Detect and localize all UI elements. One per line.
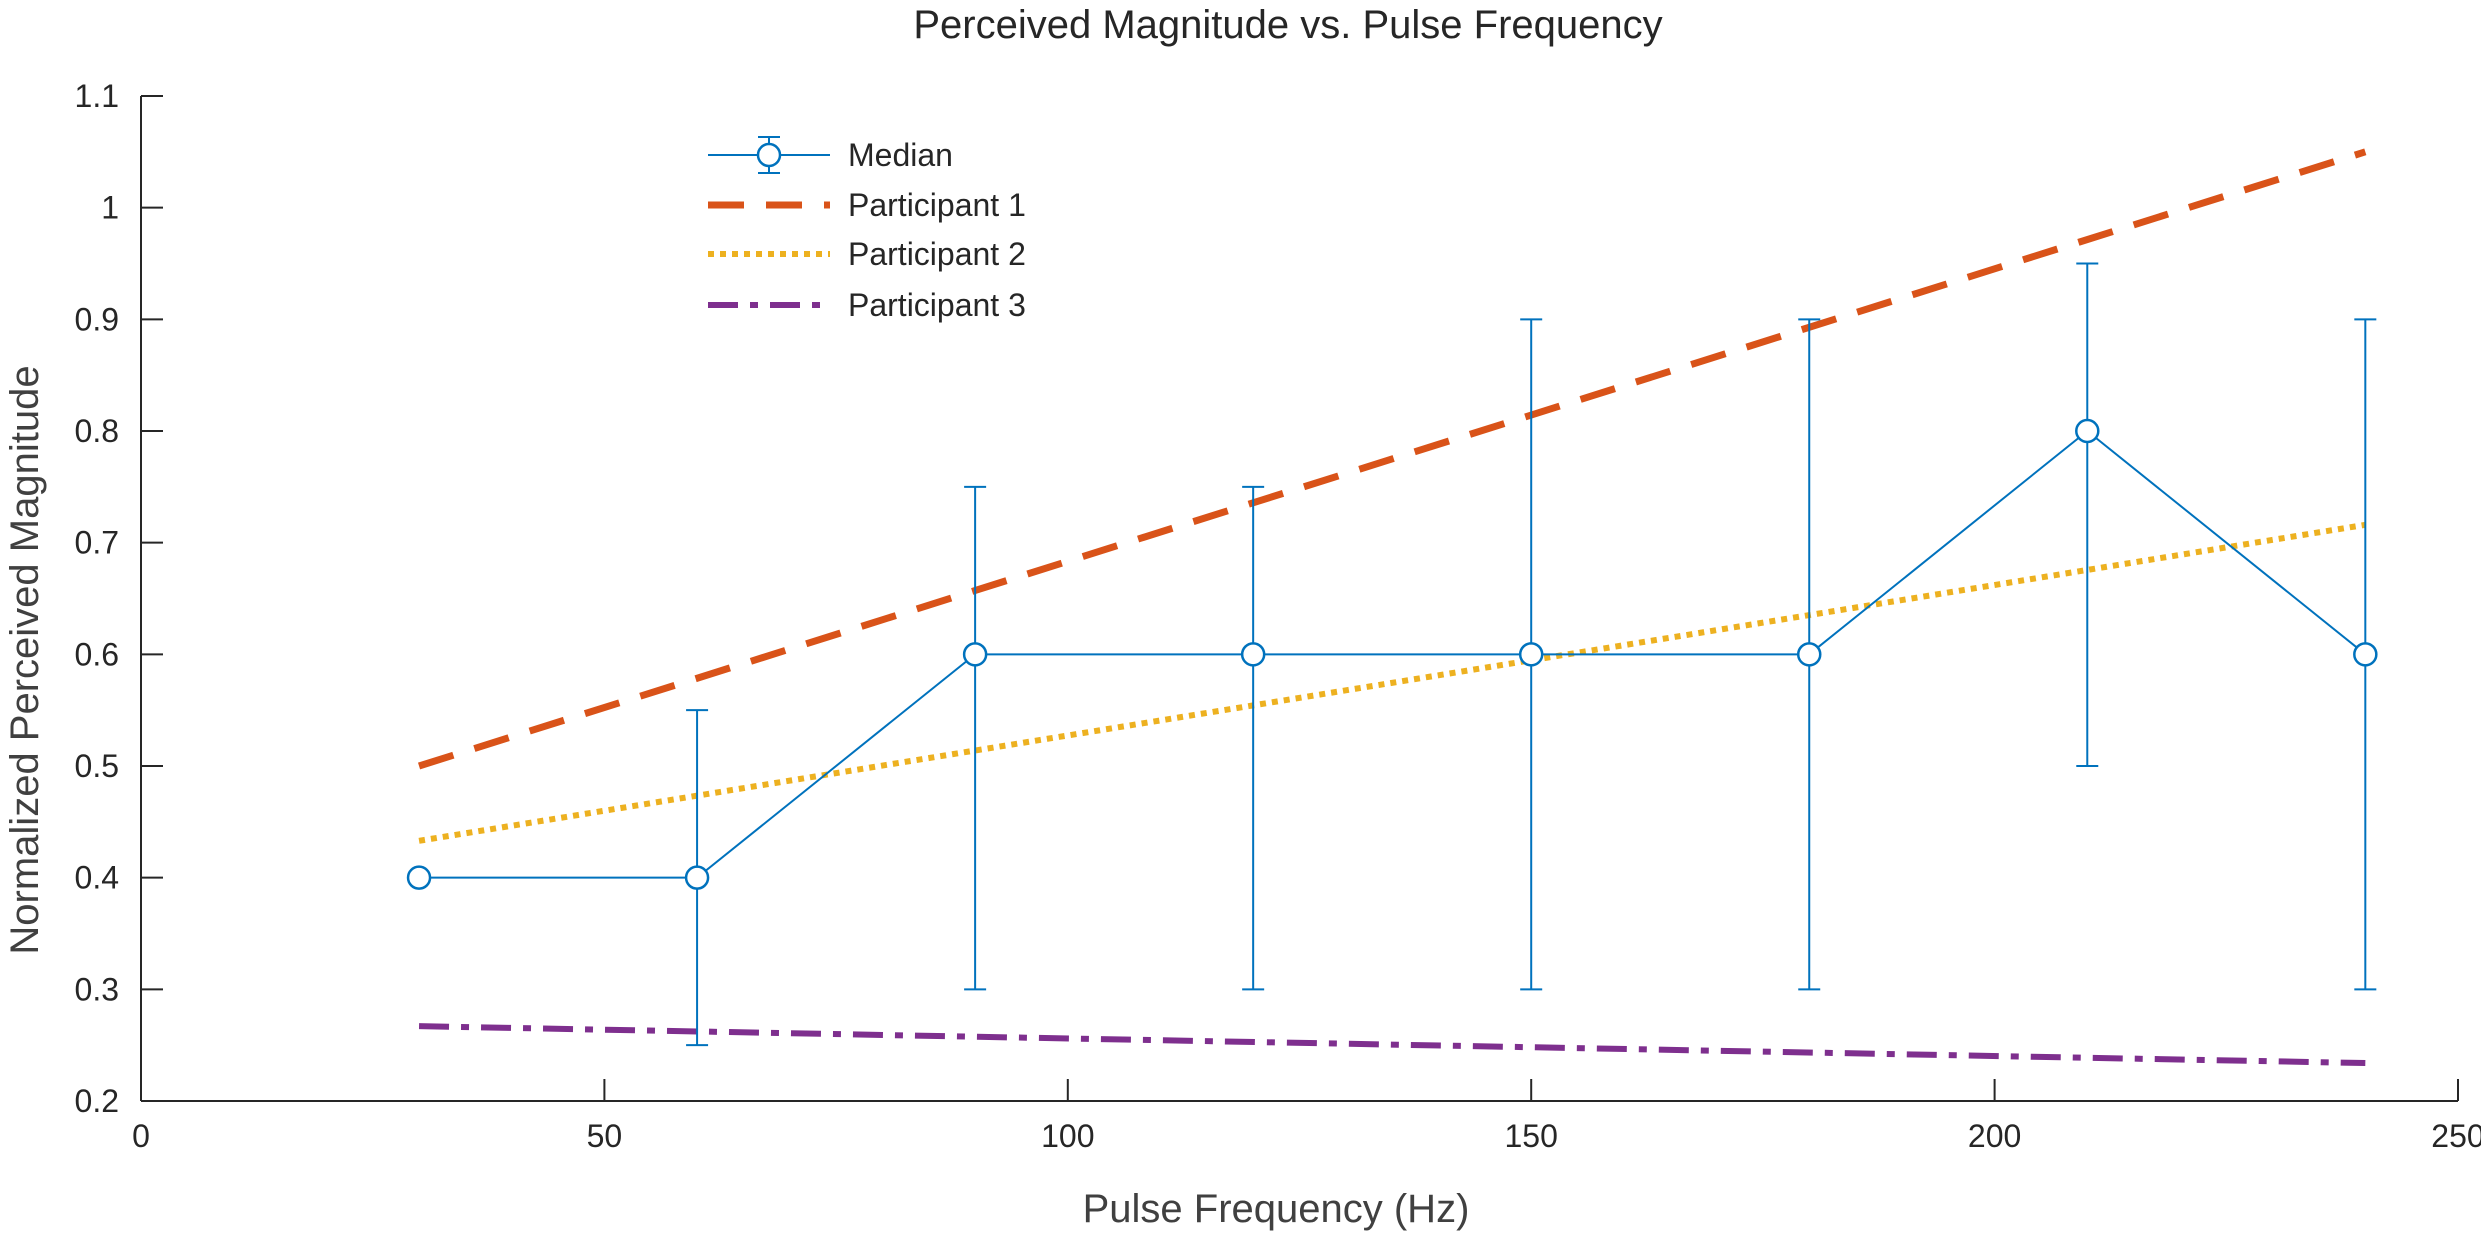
series-line-3 — [418, 1023, 2366, 1067]
x-tick-label: 200 — [1968, 1118, 2021, 1154]
x-tick-label: 0 — [132, 1118, 150, 1154]
y-tick-label: 0.9 — [75, 301, 119, 337]
series-line-1 — [417, 148, 2367, 770]
median-point — [1240, 642, 1266, 667]
median-point — [962, 642, 988, 667]
median-point — [406, 865, 432, 890]
y-tick-label: 0.8 — [75, 413, 119, 449]
chart-title: Perceived Magnitude vs. Pulse Frequency — [913, 3, 1662, 47]
legend-label: Median — [848, 137, 953, 173]
median-line — [419, 429, 2366, 879]
series-line-2 — [418, 521, 2366, 844]
legend-label: Participant 3 — [848, 287, 1026, 323]
y-tick-label: 1.1 — [75, 78, 119, 114]
y-tick-label: 0.4 — [75, 860, 119, 896]
y-tick-label: 1 — [101, 190, 119, 226]
median-point — [2075, 418, 2100, 444]
y-tick-label: 0.2 — [75, 1083, 119, 1119]
legend-swatch-marker — [756, 142, 782, 168]
y-tick-label: 0.7 — [75, 525, 119, 561]
x-tick-label: 250 — [2431, 1118, 2481, 1154]
x-tick-label: 150 — [1505, 1118, 1558, 1154]
y-axis-label: Normalized Perceived Magnitude — [3, 365, 47, 954]
legend: Median Participant 1 Participant 2 Particip… — [708, 136, 1026, 323]
median-point — [684, 865, 710, 890]
plot-area: 0 50 100 150 200 250 0.2 0.3 0.4 0.5 0.6 0.7 0.8 0.9 1… — [75, 78, 2481, 1154]
median-point — [1796, 642, 1822, 667]
legend-label: Participant 2 — [848, 236, 1026, 272]
x-tick-label: 50 — [587, 1118, 623, 1154]
median-point — [2353, 642, 2378, 667]
y-tick-label: 0.5 — [75, 748, 119, 784]
y-tick-label: 0.3 — [75, 971, 119, 1007]
y-tick-label: 0.6 — [75, 636, 119, 672]
median-point — [1518, 642, 1544, 667]
x-axis-label: Pulse Frequency (Hz) — [1083, 1187, 1470, 1231]
legend-label: Participant 1 — [848, 187, 1026, 223]
x-tick-label: 100 — [1041, 1118, 1094, 1154]
